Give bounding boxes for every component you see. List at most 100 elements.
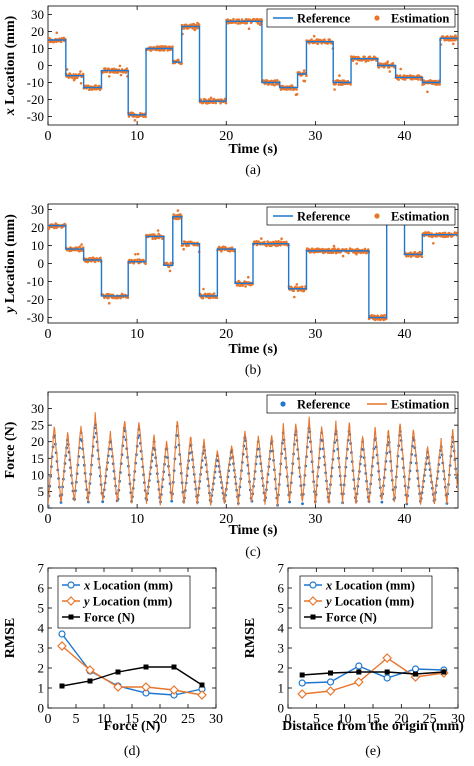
estimation-point: [127, 115, 131, 118]
plot-area: [48, 17, 458, 122]
data-point: [325, 686, 336, 696]
data-point: [356, 669, 362, 675]
estimation-point: [236, 22, 240, 25]
data-point: [199, 682, 205, 688]
estimation-point: [107, 301, 111, 305]
estimation-point: [338, 74, 341, 77]
y-tick-label: 20: [31, 24, 44, 39]
y-axis-label: RMSE: [3, 618, 18, 658]
estimation-point: [80, 249, 84, 252]
plot-frame: [47, 391, 459, 509]
y-tick-label: -20: [27, 92, 44, 107]
reference-point: [380, 500, 384, 504]
x-tick-label: 25: [181, 712, 195, 727]
y-tick-label: 30: [31, 401, 44, 416]
legend-label-italic: x: [83, 579, 90, 593]
legend-reference-label: Reference: [297, 12, 351, 26]
estimation-point: [224, 101, 228, 105]
x-tick-label: 0: [45, 512, 52, 527]
x-tick-label: 20: [394, 712, 408, 727]
estimation-point: [241, 284, 245, 287]
estimation-point: [386, 60, 390, 63]
data-point: [85, 665, 95, 675]
legend-label: y Location (mm): [324, 595, 414, 609]
estimation-point: [383, 65, 386, 69]
estimation-point: [266, 240, 270, 243]
legend-label: x Location (mm): [83, 579, 173, 593]
estimation-point: [303, 79, 307, 83]
legend-marker: [67, 581, 75, 589]
y-tick-label: -10: [27, 75, 44, 90]
data-point: [115, 669, 121, 675]
estimation-point: [187, 244, 191, 247]
legend-label-italic: y: [324, 595, 332, 609]
estimation-point: [452, 42, 455, 46]
x-tick-label: 10: [130, 512, 144, 527]
data-point: [58, 630, 66, 638]
reference-line: [48, 20, 458, 116]
estimation-point: [244, 285, 247, 288]
x-tick-label: 20: [153, 712, 167, 727]
x-tick-label: 20: [219, 129, 233, 144]
y-tick-label: 5: [38, 484, 45, 499]
estimation-point: [118, 64, 122, 68]
estimation-point: [377, 66, 381, 69]
chart-a: 0 10 20 30 40 -30 -20 -10 0 10 20 30 Time (s) x Locat…: [3, 5, 459, 178]
estimation-point: [245, 21, 249, 25]
data-point: [355, 662, 363, 670]
reference-point: [170, 499, 174, 503]
estimation-point: [333, 88, 336, 91]
estimation-point: [197, 23, 201, 26]
legend-label-rest: Location (mm): [332, 579, 415, 593]
legend-label: Force (N): [84, 611, 135, 625]
estimation-point: [399, 67, 403, 71]
y-tick-label: 5: [278, 601, 285, 616]
estimation-point: [52, 226, 56, 230]
estimation-point: [125, 67, 129, 70]
estimation-point: [151, 237, 154, 240]
panel-caption: (d): [124, 744, 141, 759]
estimation-point: [215, 296, 219, 300]
estimation-point: [79, 70, 82, 73]
estimation-point: [79, 82, 83, 85]
estimation-point: [454, 34, 457, 37]
estimation-point: [381, 62, 385, 66]
legend-reference-label: Reference: [297, 398, 351, 412]
data-point: [382, 653, 393, 663]
estimation-point: [133, 119, 137, 122]
estimation-point: [295, 92, 299, 96]
legend-estimation-marker: [374, 15, 380, 21]
estimation-point: [417, 78, 420, 81]
estimation-point: [441, 231, 445, 235]
estimation-point: [368, 55, 372, 59]
x-tick-label: 20: [219, 327, 233, 342]
y-axis-label: RMSE: [243, 618, 258, 658]
estimation-point: [219, 101, 222, 105]
panel-caption: (a): [245, 163, 261, 178]
x-tick-label: 0: [45, 129, 52, 144]
x-tick-label: 30: [308, 512, 322, 527]
estimation-point: [432, 242, 435, 245]
y-tick-label: 15: [31, 451, 44, 466]
estimation-point: [171, 45, 174, 48]
estimation-point: [356, 247, 359, 251]
x-tick-label: 30: [451, 712, 465, 727]
data-point: [383, 674, 391, 682]
estimation-point: [99, 256, 102, 260]
estimation-point: [71, 76, 74, 80]
data-point: [141, 682, 151, 692]
data-point: [169, 685, 179, 695]
estimation-point: [67, 76, 71, 79]
estimation-point: [363, 55, 367, 59]
estimation-point: [204, 98, 207, 102]
estimation-point: [342, 79, 346, 83]
estimation-line: [48, 412, 458, 507]
estimation-point: [136, 258, 139, 261]
estimation-point: [316, 42, 320, 45]
x-tick-label: 10: [338, 712, 352, 727]
legend-label: x Location (mm): [325, 579, 415, 593]
estimation-point: [295, 88, 298, 91]
estimation-point: [337, 83, 341, 86]
y-tick-label: -30: [27, 310, 44, 325]
estimation-point: [247, 27, 251, 31]
